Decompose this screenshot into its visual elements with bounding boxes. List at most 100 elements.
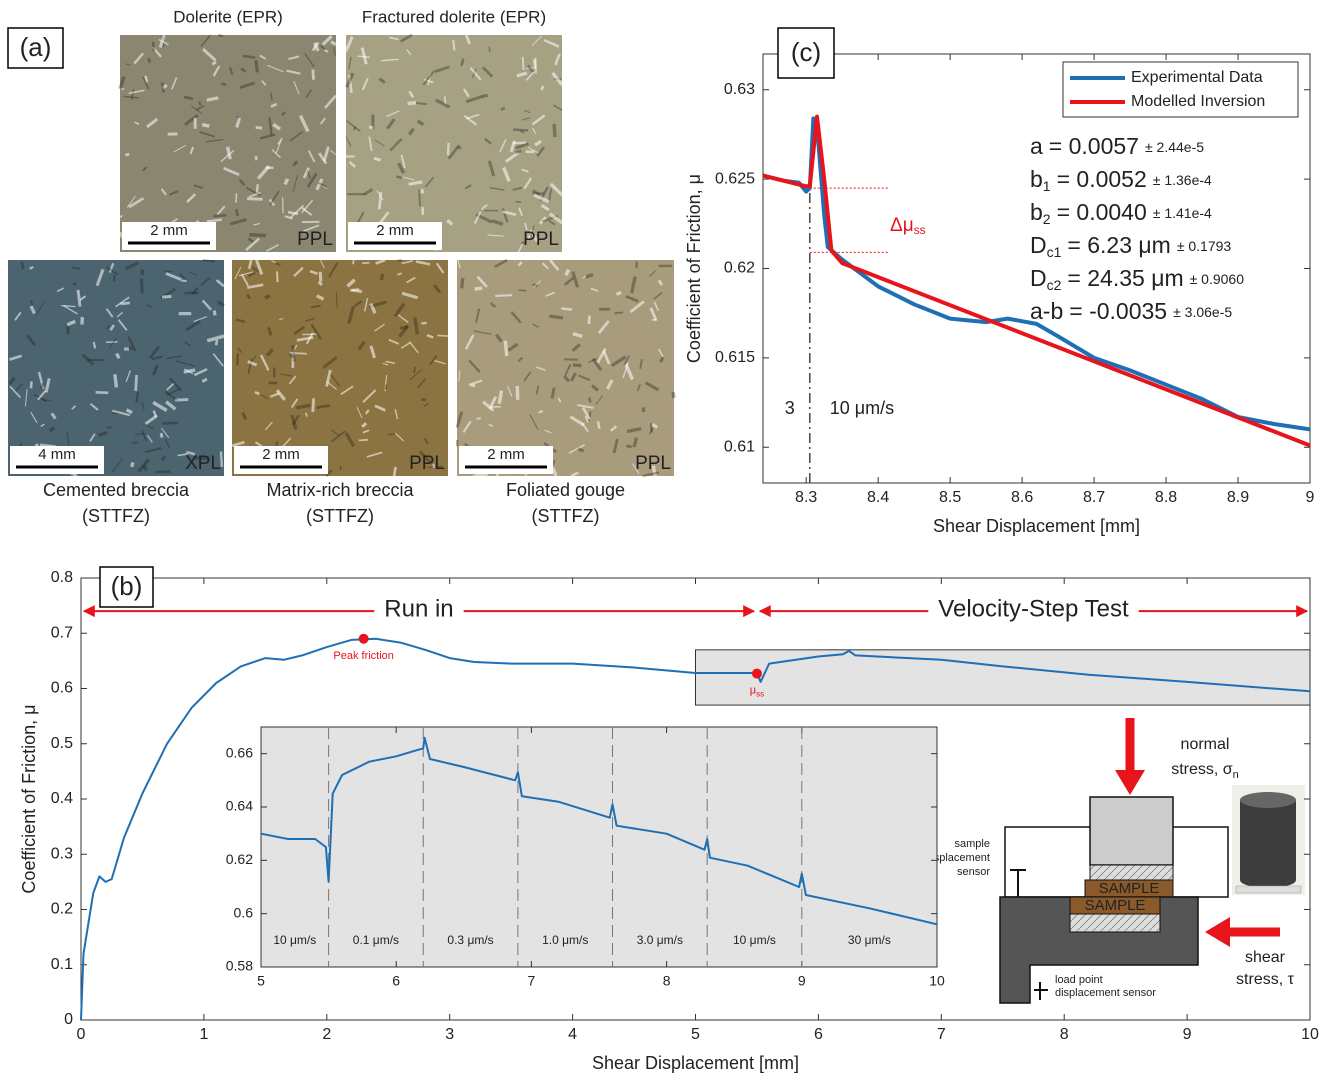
parameter: a= 0.0057 ± 2.44e-5 <box>1030 133 1204 159</box>
parameter: b2= 0.0040± 1.41e-4 <box>1030 199 1212 227</box>
grain <box>414 367 415 373</box>
apparatus: normal stress, σn SAMPLE SAMPLE shear st… <box>925 718 1305 1003</box>
grain <box>519 290 527 291</box>
legend-label: Modelled Inversion <box>1131 93 1265 110</box>
legend-label: Experimental Data <box>1131 69 1263 86</box>
step-label: 3 <box>785 398 795 418</box>
image-caption: (STTFZ) <box>532 506 600 526</box>
grain <box>626 446 631 448</box>
grain <box>419 190 420 207</box>
plot-area <box>261 727 937 967</box>
grain <box>421 323 426 324</box>
label: shear <box>1245 949 1286 966</box>
grain <box>513 130 528 131</box>
step-label: 10 μm/s <box>830 398 894 418</box>
grain <box>256 156 257 160</box>
grain <box>673 392 674 398</box>
grain <box>256 127 262 128</box>
micrograph <box>120 35 336 252</box>
x-tick-label: 5 <box>257 973 265 989</box>
grain <box>320 272 321 282</box>
grain <box>181 280 186 281</box>
grain <box>207 98 219 100</box>
subscript: ss <box>756 690 764 699</box>
spacer <box>1090 865 1173 880</box>
grain <box>121 303 130 304</box>
grain <box>586 275 593 277</box>
grain <box>437 335 448 336</box>
grain <box>374 158 381 160</box>
grain <box>394 467 396 476</box>
y-tick-label: 0.62 <box>226 851 253 867</box>
photo-cylinder <box>1240 800 1296 888</box>
grain <box>462 278 463 288</box>
panel-label: (a) <box>20 32 52 62</box>
grain <box>214 310 215 315</box>
label: normal <box>1181 736 1230 753</box>
y-tick-label: 0.6 <box>51 680 73 697</box>
x-tick-label: 8 <box>1060 1026 1069 1043</box>
grain <box>288 212 298 214</box>
parameter-error: ± 3.06e-5 <box>1173 304 1232 320</box>
grain <box>614 312 623 313</box>
grain <box>218 35 223 36</box>
range-label: Run in <box>384 595 453 622</box>
grain <box>162 83 164 93</box>
grain <box>513 142 526 143</box>
parameter-symbol: D <box>1030 232 1047 258</box>
image-caption: Cemented breccia <box>43 480 190 500</box>
grain <box>589 316 590 324</box>
step-label: 30 μm/s <box>848 933 891 947</box>
parameter: a-b= -0.0035± 3.06e-5 <box>1030 298 1232 324</box>
parameter-value: = 0.0052 <box>1057 166 1147 192</box>
grain <box>561 308 572 309</box>
grain <box>115 374 117 387</box>
y-tick-label: 0.3 <box>51 845 73 862</box>
grain <box>136 375 137 391</box>
grain <box>415 317 417 334</box>
grain <box>651 423 652 432</box>
x-tick-label: 9 <box>1306 489 1315 506</box>
x-tick-label: 8.5 <box>939 489 961 506</box>
grain <box>552 388 554 399</box>
grain <box>416 103 427 104</box>
image-caption: Matrix-rich breccia <box>266 480 414 500</box>
light-label: PPL <box>635 453 671 474</box>
grain <box>489 47 490 52</box>
parameter-error: ± 2.44e-5 <box>1145 139 1204 155</box>
parameter-error: ± 1.41e-4 <box>1153 205 1212 221</box>
parameter-value: = 0.0057 <box>1049 133 1139 159</box>
zoom-box <box>696 650 1311 705</box>
grain <box>30 267 34 269</box>
grain <box>319 282 322 285</box>
grain <box>149 58 150 62</box>
grain <box>141 279 142 294</box>
sample-label: SAMPLE <box>1099 880 1160 897</box>
grain <box>482 95 488 96</box>
grain <box>78 290 80 307</box>
step-label: 0.1 μm/s <box>353 933 399 947</box>
grain <box>155 471 170 472</box>
grain <box>222 84 227 85</box>
grain <box>554 124 555 137</box>
grain <box>311 306 320 307</box>
panel-label: (c) <box>791 37 821 67</box>
parameter-error: ± 0.9060 <box>1190 271 1245 287</box>
x-tick-label: 9 <box>798 973 806 989</box>
x-tick-label: 6 <box>392 973 400 989</box>
grain <box>199 101 200 105</box>
parameter-value: = 0.0040 <box>1057 199 1147 225</box>
highlight-point <box>752 669 762 679</box>
x-tick-label: 8.7 <box>1083 489 1105 506</box>
grain <box>589 398 590 403</box>
step-label: 3.0 μm/s <box>637 933 683 947</box>
x-tick-label: 9 <box>1183 1026 1192 1043</box>
subscript: 1 <box>1043 178 1051 194</box>
parameter-symbol: a <box>1030 133 1043 159</box>
grain <box>499 391 501 404</box>
x-tick-label: 8.8 <box>1155 489 1177 506</box>
subscript: c2 <box>1047 277 1062 293</box>
y-tick-label: 0.5 <box>51 735 73 752</box>
parameter-value: = 6.23 μm <box>1067 232 1170 258</box>
grain <box>117 354 120 359</box>
